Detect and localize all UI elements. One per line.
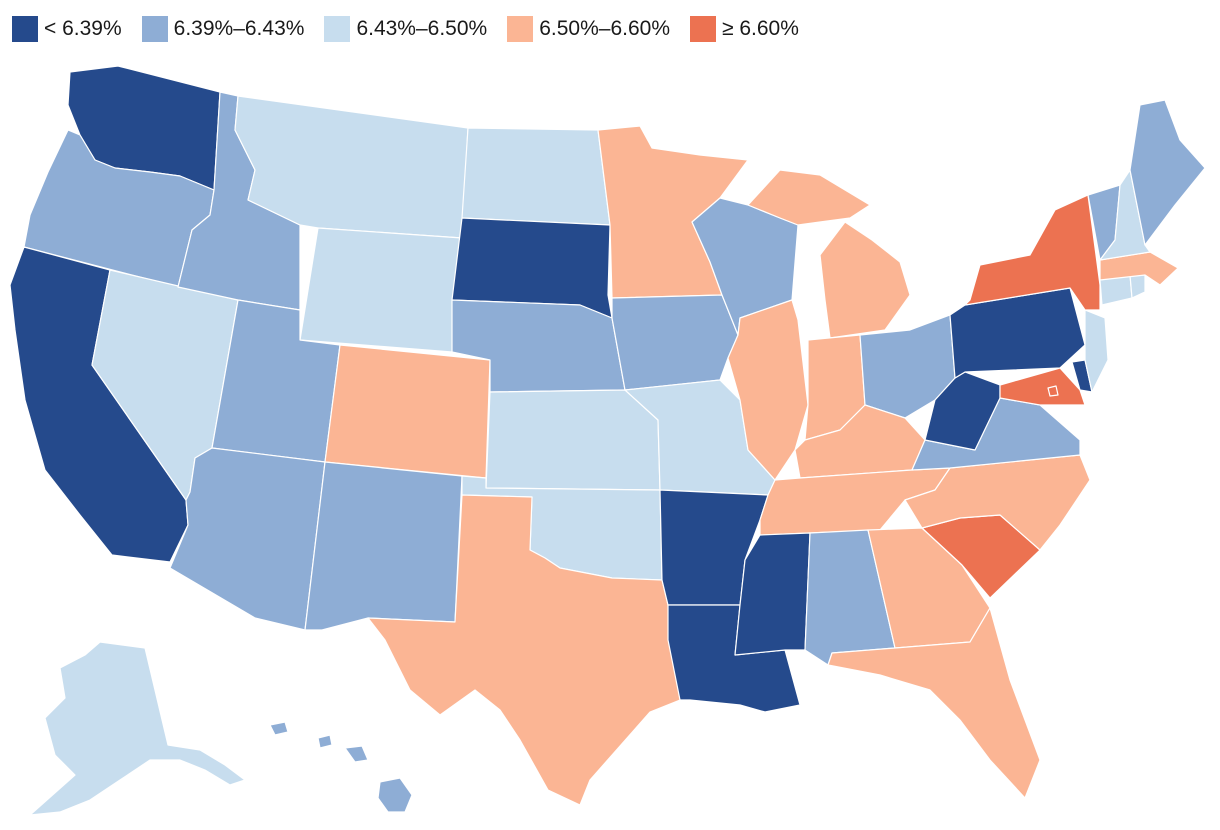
state-west-virginia[interactable] — [924, 371, 1001, 451]
legend-label-bin3: 6.43%–6.50% — [356, 17, 488, 40]
legend-swatch-bin3 — [324, 16, 351, 42]
state-rhode-island[interactable] — [1129, 274, 1146, 299]
legend-label-bin5: ≥ 6.60% — [722, 17, 799, 40]
state-new-jersey[interactable] — [1084, 309, 1109, 393]
legend-swatch-bin5 — [690, 16, 716, 42]
state-alaska[interactable] — [29, 641, 246, 816]
legend-item-bin2: 6.39%–6.43% — [141, 16, 305, 42]
legend-item-bin5: ≥ 6.60% — [690, 16, 799, 42]
legend-swatch-bin2 — [141, 16, 168, 42]
state-colorado[interactable] — [324, 344, 491, 479]
state-arizona[interactable] — [169, 447, 326, 631]
legend-label-bin4: 6.50%–6.60% — [539, 17, 670, 40]
state-north-dakota[interactable] — [461, 127, 611, 226]
state-wyoming[interactable] — [299, 227, 463, 353]
legend-item-bin3: 6.43%–6.50% — [324, 16, 487, 42]
state-new-mexico[interactable] — [304, 461, 463, 631]
legend-label-bin2: 6.39%–6.43% — [173, 17, 305, 40]
state-hawaii[interactable] — [269, 721, 413, 813]
state-kansas[interactable] — [485, 389, 661, 491]
state-michigan[interactable] — [747, 169, 911, 339]
legend-swatch-bin4 — [507, 16, 534, 42]
state-texas[interactable] — [367, 494, 681, 806]
state-district-of-columbia[interactable] — [1047, 385, 1059, 397]
legend-item-bin4: 6.50%–6.60% — [507, 16, 670, 42]
state-iowa[interactable] — [611, 294, 739, 391]
state-maine[interactable] — [1129, 99, 1206, 246]
state-florida[interactable] — [827, 607, 1041, 799]
legend-label-bin1: < 6.39% — [44, 17, 122, 40]
map-legend: < 6.39% 6.39%–6.43% 6.43%–6.50% 6.50%–6.… — [12, 14, 819, 44]
legend-item-bin1: < 6.39% — [12, 16, 122, 42]
legend-swatch-bin1 — [12, 16, 38, 42]
state-new-york[interactable] — [964, 194, 1101, 311]
state-maryland[interactable] — [999, 367, 1086, 406]
